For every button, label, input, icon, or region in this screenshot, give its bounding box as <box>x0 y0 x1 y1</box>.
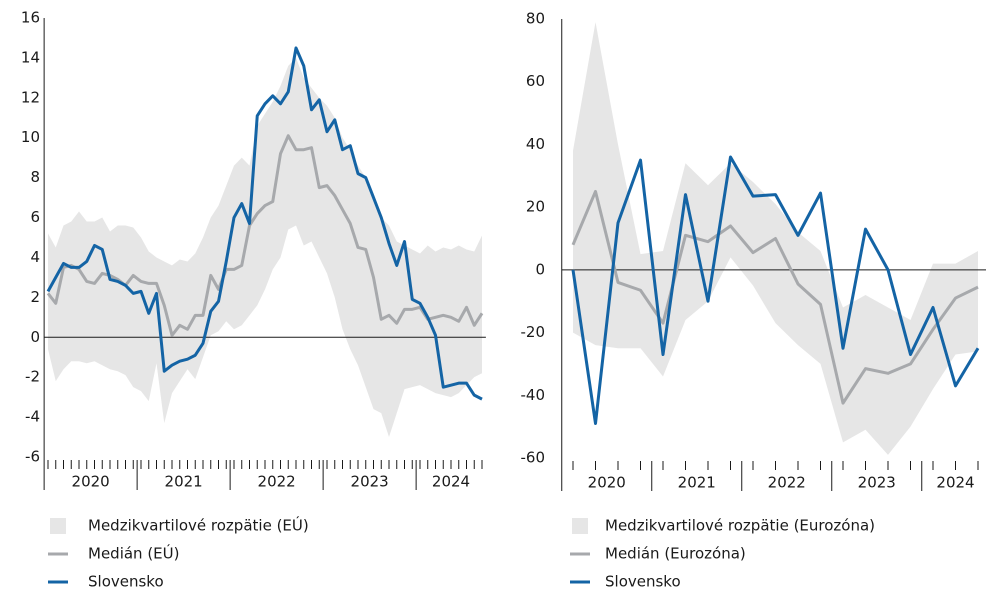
y-tick-label: 60 <box>526 72 545 90</box>
series-line <box>46 46 483 401</box>
y-tick-label: 40 <box>526 135 545 153</box>
series-line <box>571 155 980 426</box>
y-tick-label: -4 <box>25 408 40 426</box>
series-line <box>571 189 979 405</box>
legend-label: Medián (Eurozóna) <box>605 545 746 563</box>
y-tick-label: -40 <box>521 386 546 404</box>
y-tick-label: 12 <box>21 88 40 106</box>
legend-label: Slovensko <box>88 573 164 589</box>
x-tick-label: 2023 <box>351 473 389 491</box>
y-tick-label: -2 <box>25 368 40 386</box>
y-tick-label: 8 <box>30 168 40 186</box>
y-tick-label: 14 <box>21 48 40 66</box>
x-tick-label: 2023 <box>858 474 896 492</box>
legend-swatch <box>572 518 588 534</box>
x-tick-label: 2021 <box>165 473 203 491</box>
x-tick-label: 2024 <box>936 474 974 492</box>
y-tick-label: 0 <box>535 260 545 278</box>
x-tick-label: 2021 <box>678 474 716 492</box>
y-tick-label: 2 <box>30 288 40 306</box>
legend-label: Medián (EÚ) <box>88 544 180 563</box>
y-tick-label: 80 <box>526 10 545 28</box>
y-tick-label: 6 <box>30 208 40 226</box>
x-tick-label: 2020 <box>588 474 626 492</box>
y-tick-label: 10 <box>21 128 40 146</box>
x-tick-label: 2020 <box>72 473 110 491</box>
y-tick-label: 20 <box>526 198 545 216</box>
x-tick-label: 2024 <box>432 473 470 491</box>
legend-swatch <box>50 518 66 534</box>
legend-label: Medzikvartilové rozpätie (EÚ) <box>88 516 309 535</box>
x-tick-label: 2022 <box>768 474 806 492</box>
y-tick-label: -60 <box>521 449 546 467</box>
y-tick-label: -20 <box>521 323 546 341</box>
y-tick-label: 0 <box>30 328 40 346</box>
legend-label: Slovensko <box>605 573 681 589</box>
iqr-band <box>48 57 482 438</box>
x-tick-label: 2022 <box>258 473 296 491</box>
y-tick-label: -6 <box>25 448 40 466</box>
y-tick-label: 4 <box>30 248 40 266</box>
legend-label: Medzikvartilové rozpätie (Eurozóna) <box>605 517 875 535</box>
y-tick-label: 16 <box>21 9 40 27</box>
